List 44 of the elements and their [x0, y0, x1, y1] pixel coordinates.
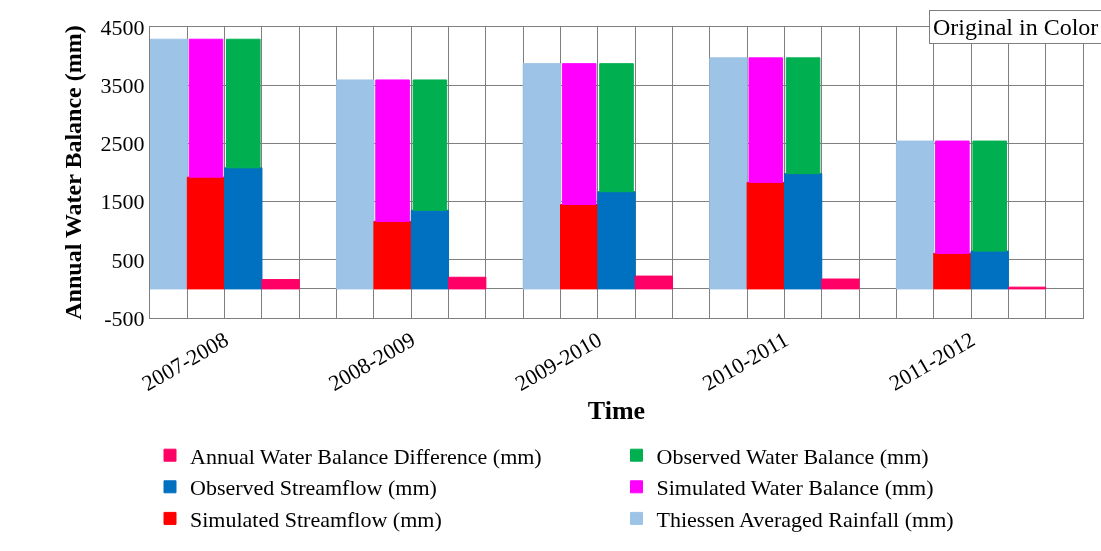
- bar: [935, 140, 970, 254]
- bar: [895, 140, 935, 290]
- y-tick-label: 500: [111, 247, 145, 273]
- bar: [599, 63, 634, 193]
- legend-label: Simulated Streamflow (mm): [190, 506, 442, 532]
- bar: [373, 220, 412, 290]
- y-axis-title: Annual Water Balance (mm): [59, 25, 86, 320]
- y-tick-label: 3500: [100, 72, 145, 98]
- y-tick-label: 1500: [100, 189, 145, 215]
- bar: [634, 275, 673, 290]
- bar: [783, 173, 823, 290]
- bar: [410, 209, 450, 290]
- y-tick-label: 4500: [100, 14, 145, 40]
- bar: [560, 204, 599, 290]
- legend-label: Observed Streamflow (mm): [190, 475, 437, 501]
- bar: [226, 38, 261, 169]
- bar: [821, 278, 860, 290]
- bar: [522, 63, 562, 290]
- bar: [224, 167, 263, 290]
- bar: [785, 57, 821, 175]
- legend-label: Observed Water Balance (mm): [656, 443, 929, 469]
- bar: [970, 250, 1009, 290]
- bar: [150, 38, 188, 290]
- bar: [972, 140, 1007, 252]
- bar: [375, 79, 410, 222]
- bar: [186, 176, 226, 290]
- legend-label: Simulated Water Balance (mm): [656, 475, 934, 501]
- bar: [709, 57, 748, 290]
- legend-label: Thiessen Averaged Rainfall (mm): [656, 506, 954, 532]
- bar: [448, 276, 487, 290]
- legend-label: Annual Water Balance Difference (mm): [190, 443, 542, 469]
- bar: [597, 191, 636, 290]
- bar: [748, 57, 784, 183]
- bar: [746, 181, 785, 290]
- bar: [336, 79, 375, 290]
- annotation: Original in Color: [933, 14, 1099, 40]
- y-tick-label: 2500: [100, 131, 145, 157]
- x-axis-title: Time: [587, 395, 646, 425]
- bar: [412, 79, 448, 211]
- bar: [188, 38, 224, 178]
- bar: [261, 279, 300, 290]
- y-tick-label: -500: [104, 305, 145, 331]
- bar: [561, 63, 597, 206]
- bar: [933, 252, 972, 290]
